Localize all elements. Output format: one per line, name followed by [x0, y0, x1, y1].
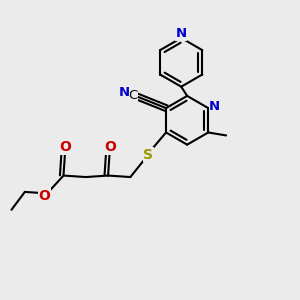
Text: N: N	[118, 85, 129, 98]
Text: N: N	[176, 27, 187, 40]
Text: O: O	[60, 140, 71, 154]
Text: C: C	[128, 89, 137, 102]
Text: S: S	[143, 148, 153, 162]
Text: O: O	[104, 140, 116, 154]
Text: N: N	[209, 100, 220, 113]
Text: O: O	[38, 189, 50, 203]
